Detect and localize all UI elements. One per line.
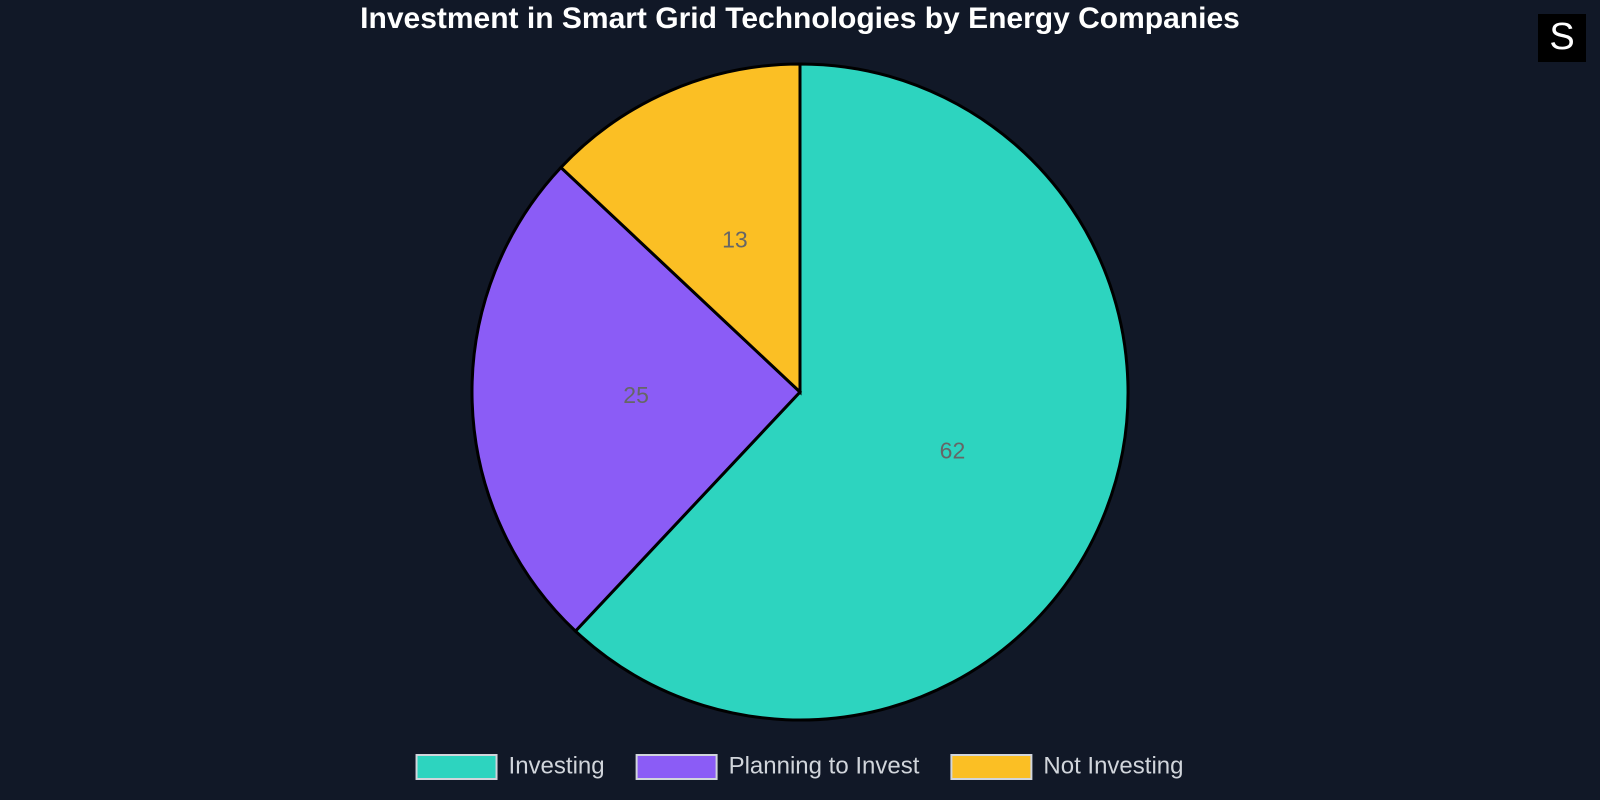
pie-slice: [573, 62, 1130, 722]
pie-slice: [558, 62, 802, 396]
legend-label: Not Investing: [1043, 752, 1183, 779]
value-label: 62: [940, 437, 966, 463]
chart-title: Investment in Smart Grid Technologies by…: [360, 2, 1240, 35]
value-label: 13: [722, 227, 748, 253]
logo-box: [1538, 14, 1586, 62]
pie-slice: [470, 165, 803, 634]
value-label: 25: [623, 382, 649, 408]
logo: S: [1549, 16, 1574, 58]
legend-swatch: [415, 754, 498, 780]
legend-label: Investing: [509, 752, 605, 779]
legend-label: Planning to Invest: [729, 752, 920, 779]
legend-swatch: [950, 754, 1033, 780]
legend-swatch: [635, 754, 718, 780]
